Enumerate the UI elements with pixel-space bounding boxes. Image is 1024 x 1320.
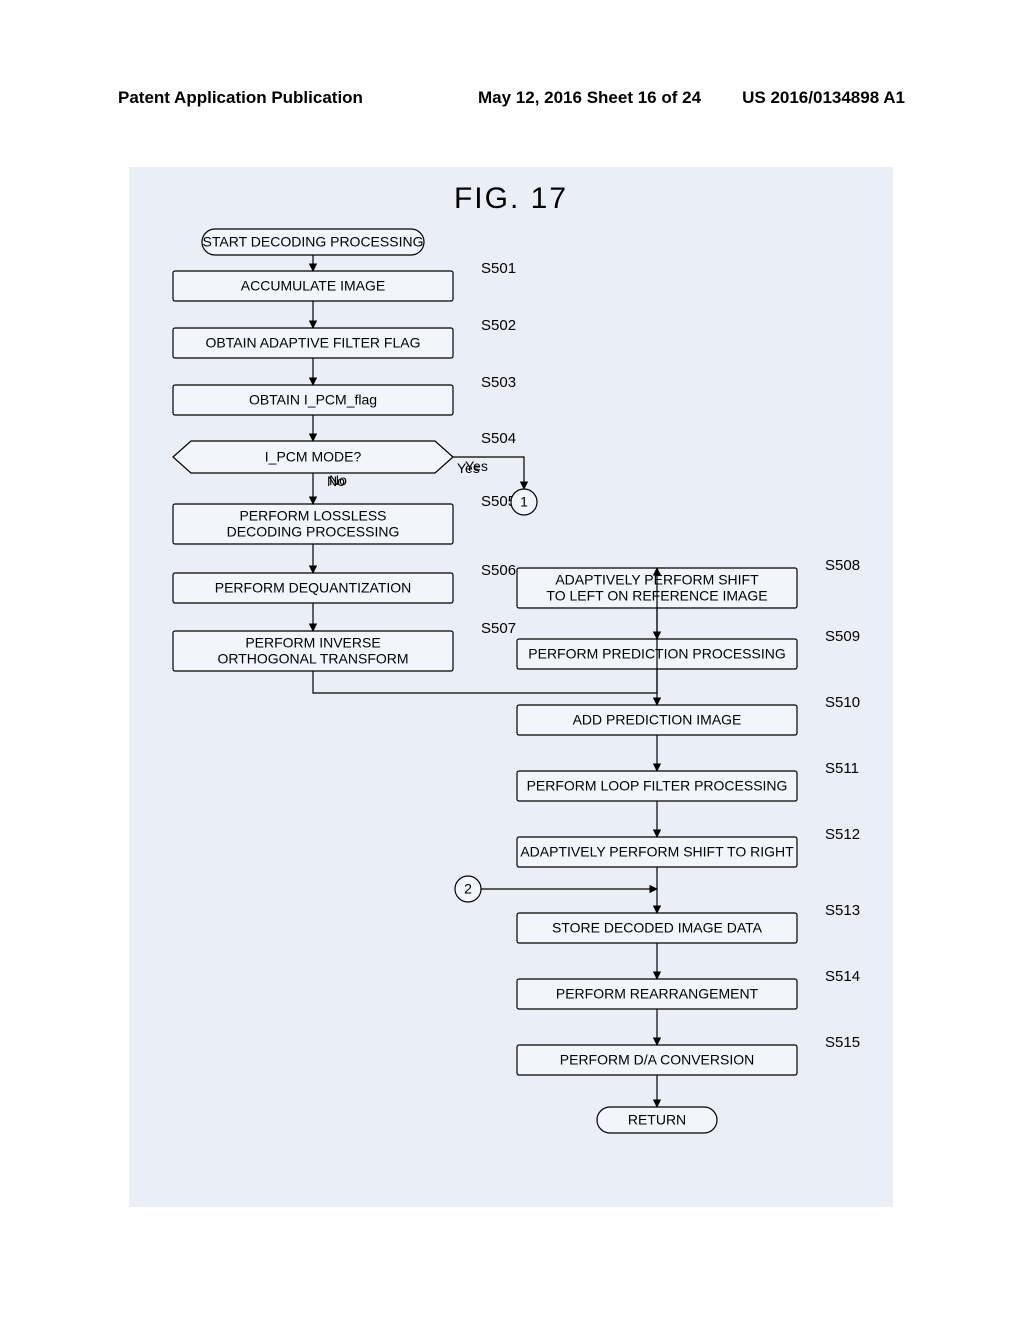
svg-text:S511: S511	[825, 760, 859, 777]
svg-text:S506: S506	[481, 562, 516, 579]
svg-text:S504: S504	[481, 430, 516, 447]
svg-text:START DECODING PROCESSING: START DECODING PROCESSING	[203, 234, 424, 250]
svg-text:No: No	[327, 473, 345, 489]
svg-text:STORE DECODED IMAGE DATA: STORE DECODED IMAGE DATA	[552, 920, 763, 936]
svg-text:PERFORM REARRANGEMENT: PERFORM REARRANGEMENT	[556, 986, 759, 1002]
svg-text:S508: S508	[825, 557, 860, 574]
svg-text:S503: S503	[481, 374, 516, 391]
svg-text:OBTAIN I_PCM_flag: OBTAIN I_PCM_flag	[249, 392, 377, 408]
svg-text:I_PCM MODE?: I_PCM MODE?	[265, 449, 362, 465]
svg-text:ADAPTIVELY PERFORM SHIFT TO RI: ADAPTIVELY PERFORM SHIFT TO RIGHT	[520, 844, 794, 860]
svg-text:Yes: Yes	[457, 460, 480, 476]
svg-text:RETURN: RETURN	[628, 1112, 686, 1128]
svg-text:PERFORM INVERSE: PERFORM INVERSE	[245, 635, 380, 651]
svg-text:OBTAIN ADAPTIVE FILTER FLAG: OBTAIN ADAPTIVE FILTER FLAG	[206, 335, 421, 351]
page: Patent Application Publication May 12, 2…	[0, 0, 1024, 1320]
svg-text:S512: S512	[825, 826, 860, 843]
svg-text:S514: S514	[825, 968, 860, 985]
svg-text:ORTHOGONAL TRANSFORM: ORTHOGONAL TRANSFORM	[217, 651, 408, 667]
header-right: US 2016/0134898 A1	[742, 88, 905, 108]
header-left: Patent Application Publication	[118, 88, 363, 108]
header-mid: May 12, 2016 Sheet 16 of 24	[478, 88, 701, 108]
svg-text:ACCUMULATE IMAGE: ACCUMULATE IMAGE	[241, 278, 385, 294]
svg-text:2: 2	[464, 881, 472, 897]
svg-text:S509: S509	[825, 628, 860, 645]
svg-text:ADD PREDICTION IMAGE: ADD PREDICTION IMAGE	[573, 712, 742, 728]
svg-text:DECODING PROCESSING: DECODING PROCESSING	[227, 524, 400, 540]
svg-text:S515: S515	[825, 1034, 860, 1051]
svg-text:PERFORM DEQUANTIZATION: PERFORM DEQUANTIZATION	[215, 580, 412, 596]
svg-text:PERFORM LOSSLESS: PERFORM LOSSLESS	[239, 508, 386, 524]
svg-text:1: 1	[520, 494, 528, 510]
flowchart-svg: START DECODING PROCESSING ACCUMULATE IMAG…	[129, 167, 893, 1207]
diagram-frame: FIG. 17 START DECODING PROCESSINGACCUMUL…	[129, 167, 893, 1207]
svg-text:S501: S501	[481, 260, 516, 277]
svg-text:PERFORM LOOP FILTER PROCESSING: PERFORM LOOP FILTER PROCESSING	[527, 778, 788, 794]
svg-text:S510: S510	[825, 694, 860, 711]
svg-text:S502: S502	[481, 317, 516, 334]
svg-text:S513: S513	[825, 902, 860, 919]
svg-text:S507: S507	[481, 620, 516, 637]
svg-text:PERFORM D/A CONVERSION: PERFORM D/A CONVERSION	[560, 1052, 754, 1068]
